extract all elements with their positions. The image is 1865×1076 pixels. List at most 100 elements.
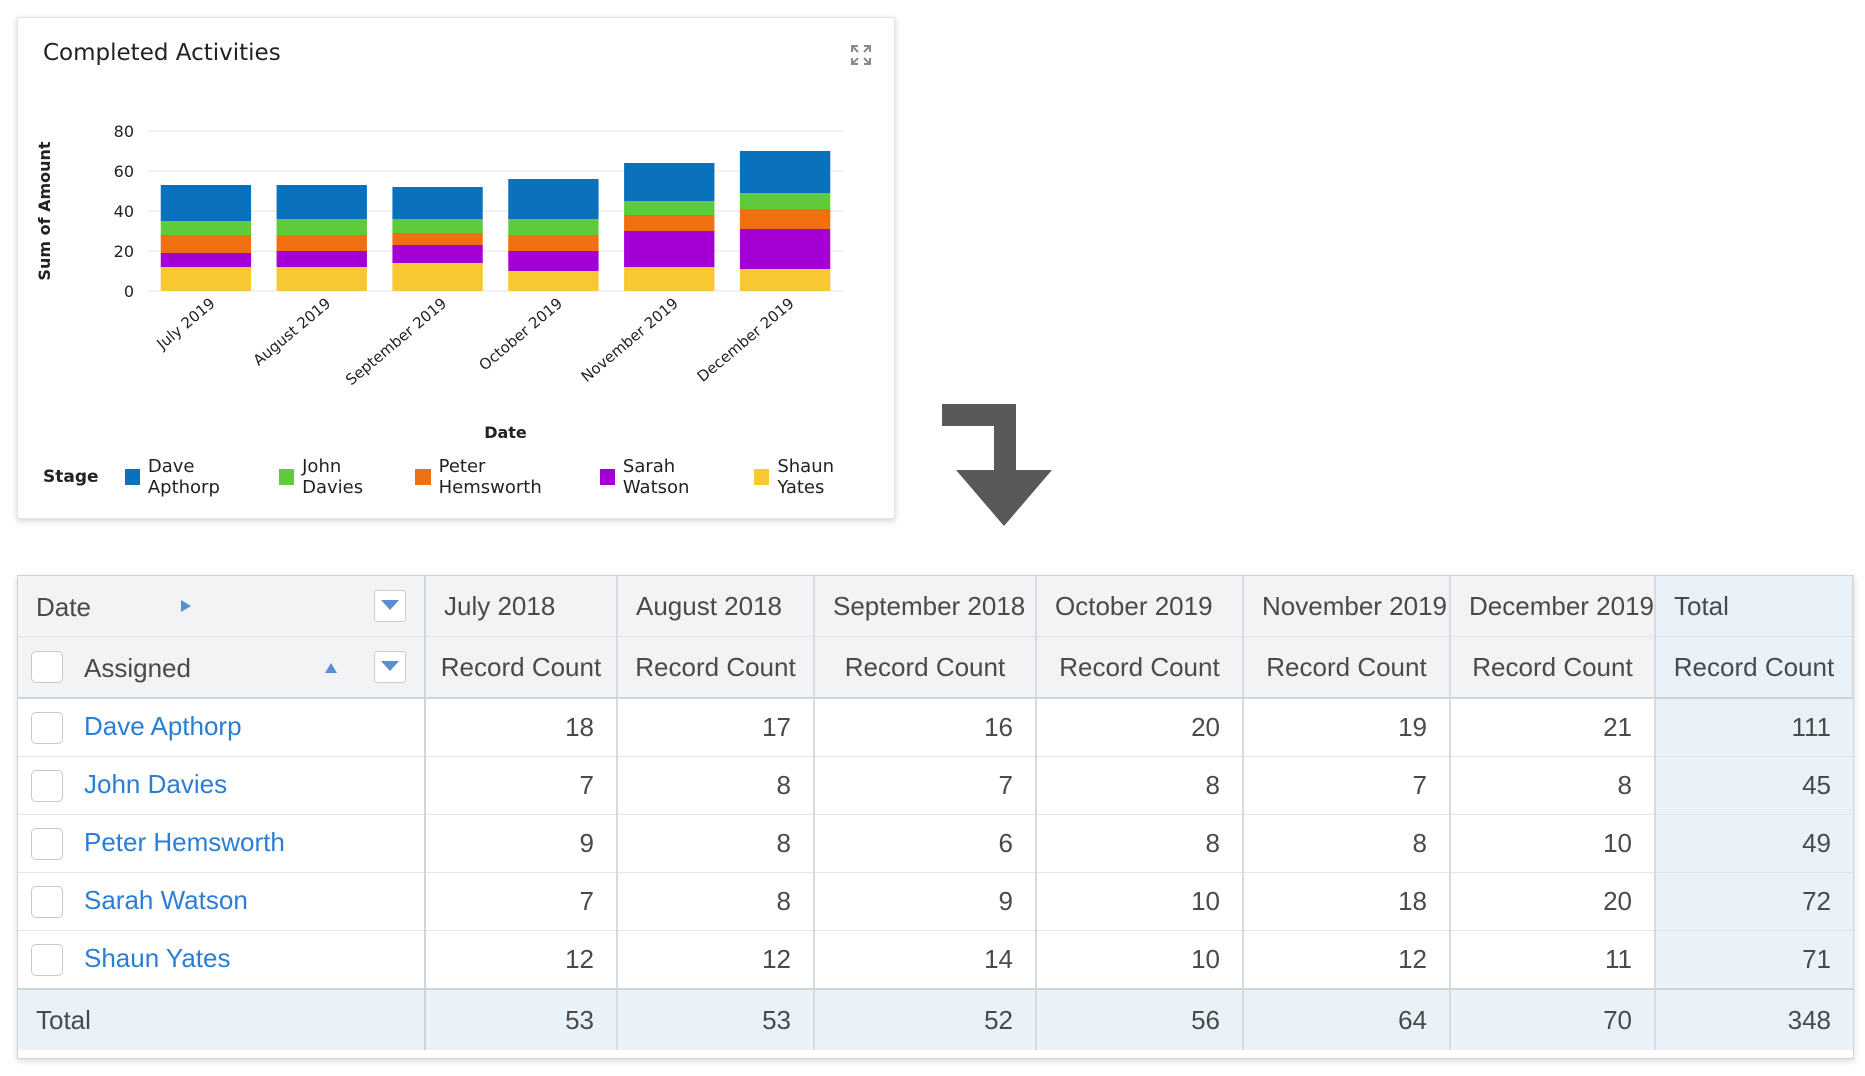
column-header[interactable]: November 2019	[1243, 576, 1451, 637]
table-cell: 49	[1655, 814, 1853, 873]
assigned-dropdown-button[interactable]	[374, 651, 406, 683]
table-cell: 10	[1450, 814, 1656, 873]
total-cell: 64	[1243, 988, 1451, 1050]
table-row: Peter Hemsworth 9 8 6 8 8 10 49	[18, 814, 1853, 873]
table-cell: 8	[617, 756, 815, 815]
row-label-cell: Dave Apthorp	[18, 698, 426, 757]
table-cell: 21	[1450, 698, 1656, 757]
bar-segment	[508, 251, 599, 271]
bar-segment	[160, 253, 252, 267]
row-checkbox[interactable]	[31, 944, 63, 976]
row-dimension-label: Assigned	[84, 653, 191, 683]
legend-item[interactable]: Sarah Watson	[599, 456, 742, 498]
table-cell: 8	[617, 814, 815, 873]
legend-item[interactable]: Peter Hemsworth	[415, 456, 587, 498]
bar-segment	[739, 269, 831, 291]
column-dimension-label: Date	[36, 592, 91, 622]
row-checkbox[interactable]	[31, 770, 63, 802]
bar-segment	[160, 267, 252, 291]
measure-header[interactable]: Record Count	[1655, 636, 1854, 699]
row-name-link[interactable]: Peter Hemsworth	[84, 827, 285, 857]
chart-legend: Stage Dave Apthorp John Davies Peter Hemsw…	[43, 456, 894, 498]
bar-segment	[276, 185, 367, 219]
column-header[interactable]: October 2019	[1036, 576, 1244, 637]
expand-icon[interactable]	[850, 44, 872, 66]
legend-item[interactable]: Dave Apthorp	[124, 456, 267, 498]
total-cell: 53	[425, 988, 618, 1050]
table-cell: 12	[1243, 930, 1451, 990]
bar-segment	[160, 221, 252, 235]
bar-segment	[508, 219, 599, 235]
measure-header[interactable]: Record Count	[1243, 636, 1451, 699]
legend-label: Sarah Watson	[622, 456, 690, 498]
measure-header[interactable]: Record Count	[1036, 636, 1244, 699]
row-name-link[interactable]: Dave Apthorp	[84, 711, 242, 741]
measure-header[interactable]: Record Count	[617, 636, 815, 699]
column-header[interactable]: July 2018	[425, 576, 618, 637]
stacked-bar-chart: 0 20 40 60 80 Sum of Amount July 2019 August 20…	[35, 122, 843, 442]
select-all-checkbox[interactable]	[31, 651, 63, 683]
table-cell: 8	[1450, 756, 1656, 815]
pivot-table: Date July 2018 August 2018 September 2018 O…	[17, 575, 1854, 1059]
expand-caret-icon[interactable]	[180, 599, 192, 613]
chart-title: Completed Activities	[43, 40, 281, 66]
legend-item[interactable]: John Davies	[278, 456, 404, 498]
bar-segment	[624, 215, 715, 231]
y-axis-label: Sum of Amount	[35, 141, 54, 281]
date-dropdown-button[interactable]	[374, 590, 406, 622]
legend-label: Peter Hemsworth	[438, 456, 542, 498]
chevron-down-icon	[381, 661, 399, 671]
table-cell: 8	[1036, 756, 1244, 815]
y-tick-label: 60	[114, 162, 134, 181]
legend-swatch	[599, 469, 615, 485]
bar-segment	[392, 245, 483, 263]
row-checkbox[interactable]	[31, 712, 63, 744]
bar-segment	[508, 235, 599, 251]
table-cell: 111	[1655, 698, 1853, 757]
table-cell: 10	[1036, 930, 1244, 990]
legend-swatch	[754, 469, 770, 485]
bar-segment	[392, 233, 483, 245]
row-name-link[interactable]: John Davies	[84, 769, 228, 799]
table-cell: 17	[617, 698, 815, 757]
table-cell: 8	[1243, 814, 1451, 873]
measure-header[interactable]: Record Count	[1450, 636, 1656, 699]
column-header[interactable]: December 2019	[1450, 576, 1656, 637]
measure-header[interactable]: Record Count	[814, 636, 1037, 699]
sort-ascending-icon[interactable]	[324, 662, 338, 674]
x-tick-label: August 2019	[250, 294, 335, 369]
table-cell: 14	[814, 930, 1037, 990]
table-cell: 12	[617, 930, 815, 990]
total-cell: 52	[814, 988, 1037, 1050]
column-header[interactable]: September 2018	[814, 576, 1037, 637]
column-header[interactable]: August 2018	[617, 576, 815, 637]
row-name-link[interactable]: Sarah Watson	[84, 885, 248, 915]
row-checkbox[interactable]	[31, 828, 63, 860]
bar-segment	[392, 263, 483, 291]
row-dimension-cell: Assigned	[18, 636, 426, 699]
x-tick-label: October 2019	[476, 294, 566, 374]
table-cell: 72	[1655, 872, 1853, 931]
table-cell: 9	[425, 814, 618, 873]
bar-segment	[739, 151, 831, 193]
bar-segment	[508, 271, 599, 291]
row-name-link[interactable]: Shaun Yates	[84, 943, 231, 973]
row-checkbox[interactable]	[31, 886, 63, 918]
measure-header[interactable]: Record Count	[425, 636, 618, 699]
table-cell: 8	[617, 872, 815, 931]
bar-segment	[160, 235, 252, 253]
legend-item[interactable]: Shaun Yates	[754, 456, 882, 498]
bar-segment	[276, 267, 367, 291]
row-label-cell: Peter Hemsworth	[18, 814, 426, 873]
table-cell: 8	[1036, 814, 1244, 873]
table-cell: 71	[1655, 930, 1853, 990]
total-cell: 70	[1450, 988, 1656, 1050]
total-row: Total 53 53 52 56 64 70 348	[18, 988, 1853, 1050]
table-cell: 10	[1036, 872, 1244, 931]
total-label: Total	[18, 988, 426, 1050]
table-cell: 7	[814, 756, 1037, 815]
column-header[interactable]: Total	[1655, 576, 1854, 637]
bar-segment	[739, 193, 831, 209]
legend-label: Shaun Yates	[777, 456, 835, 498]
chart-card: Completed Activities 0 20 40 60 80 Sum of Amo…	[17, 17, 895, 519]
